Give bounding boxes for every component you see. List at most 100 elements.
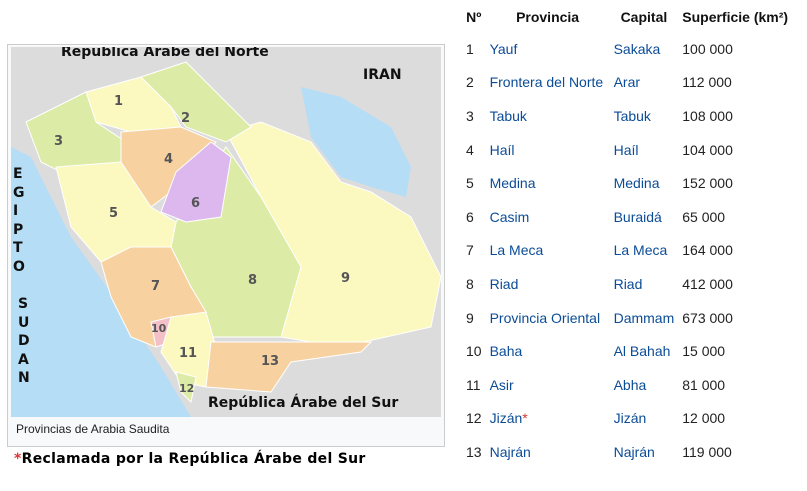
cell-area: 65 000 bbox=[682, 208, 726, 225]
cell-area: 108 000 bbox=[682, 107, 733, 124]
province-link[interactable]: Najrán bbox=[486, 435, 610, 469]
table-row: 4 Haíl Haíl 104 000 bbox=[462, 133, 792, 167]
label-9: 9 bbox=[341, 271, 350, 286]
province-link[interactable]: Asir bbox=[486, 368, 610, 402]
label-10: 10 bbox=[151, 322, 167, 335]
red-sea bbox=[11, 147, 191, 417]
header-capital: Capital bbox=[620, 9, 668, 25]
table-row: 1 Yauf Sakaka 100 000 bbox=[462, 32, 792, 66]
capital-link[interactable]: Sakaka bbox=[613, 40, 661, 57]
cell-number: 12 bbox=[466, 410, 482, 427]
province-13 bbox=[205, 341, 373, 393]
map-caption: Provincias de Arabia Saudita bbox=[16, 422, 170, 436]
province-link[interactable]: Frontera del Norte bbox=[486, 66, 610, 100]
cell-area: 112 000 bbox=[682, 74, 732, 91]
cell-number: 11 bbox=[466, 376, 481, 393]
province-name[interactable]: Frontera del Norte bbox=[489, 74, 604, 91]
cell-area: 119 000 bbox=[682, 443, 732, 460]
province-link[interactable]: Yauf bbox=[486, 32, 610, 66]
footnote-text: Reclamada por la República Árabe del Sur bbox=[21, 451, 366, 467]
table-row: 11 Asir Abha 81 000 bbox=[462, 368, 792, 402]
header-province: Provincia bbox=[516, 9, 580, 25]
table-row: 2 Frontera del Norte Arar 112 000 bbox=[462, 66, 792, 100]
label-6: 6 bbox=[191, 196, 200, 211]
footnote-star: * bbox=[14, 451, 22, 467]
province-name[interactable]: Riad bbox=[489, 275, 519, 292]
label-11: 11 bbox=[179, 346, 197, 361]
label-5: 5 bbox=[109, 206, 118, 221]
capital-link[interactable]: Jizán bbox=[613, 410, 647, 427]
capital-link[interactable]: Abha bbox=[613, 376, 647, 393]
table-row: 3 Tabuk Tabuk 108 000 bbox=[462, 99, 792, 133]
capital-link[interactable]: Tabuk bbox=[613, 107, 651, 124]
province-name[interactable]: Tabuk bbox=[489, 107, 527, 124]
label-7: 7 bbox=[151, 279, 160, 294]
province-name[interactable]: Asir bbox=[489, 376, 514, 393]
label-13: 13 bbox=[261, 354, 279, 369]
province-link[interactable]: Tabuk bbox=[486, 99, 610, 133]
label-4: 4 bbox=[164, 152, 173, 167]
capital-link[interactable]: Dammam bbox=[613, 309, 675, 326]
footnote: *Reclamada por la República Árabe del Su… bbox=[14, 451, 366, 467]
cell-number: 2 bbox=[466, 74, 474, 91]
province-link[interactable]: La Meca bbox=[486, 234, 610, 268]
label-sudan: SUDAN bbox=[18, 296, 34, 386]
capital-link[interactable]: Buraidá bbox=[613, 208, 662, 225]
cell-number: 1 bbox=[466, 40, 474, 57]
table-row: 7 La Meca La Meca 164 000 bbox=[462, 234, 792, 268]
province-12 bbox=[175, 371, 197, 404]
cell-area: 81 000 bbox=[682, 376, 726, 393]
cell-number: 4 bbox=[466, 141, 474, 158]
capital-link[interactable]: Najrán bbox=[613, 443, 655, 460]
province-link[interactable]: Haíl bbox=[486, 133, 610, 167]
province-link[interactable]: Jizán* bbox=[486, 402, 610, 436]
table-row: 6 Casim Buraidá 65 000 bbox=[462, 200, 792, 234]
table-row: 9 Provincia Oriental Dammam 673 000 bbox=[462, 301, 792, 335]
cell-number: 7 bbox=[466, 242, 474, 259]
cell-number: 5 bbox=[466, 175, 474, 192]
cell-area: 12 000 bbox=[682, 410, 726, 427]
province-name[interactable]: Jizán bbox=[489, 410, 523, 427]
provinces-table: Nº Provincia Capital Superficie (km²) 1 … bbox=[462, 2, 792, 469]
province-name[interactable]: Medina bbox=[489, 175, 536, 192]
capital-link[interactable]: Haíl bbox=[613, 141, 639, 158]
label-1: 1 bbox=[114, 94, 123, 109]
province-name[interactable]: Provincia Oriental bbox=[489, 309, 601, 326]
header-area: Superficie (km²) bbox=[682, 9, 789, 25]
province-link[interactable]: Casim bbox=[486, 200, 610, 234]
label-3: 3 bbox=[54, 134, 63, 149]
province-name[interactable]: Yauf bbox=[489, 40, 518, 57]
label-12: 12 bbox=[179, 382, 194, 395]
province-link[interactable]: Riad bbox=[486, 267, 610, 301]
province-link[interactable]: Provincia Oriental bbox=[486, 301, 610, 335]
capital-link[interactable]: La Meca bbox=[613, 242, 668, 259]
province-name[interactable]: La Meca bbox=[489, 242, 544, 259]
capital-link[interactable]: Medina bbox=[613, 175, 660, 192]
table-row: 8 Riad Riad 412 000 bbox=[462, 267, 792, 301]
capital-link[interactable]: Arar bbox=[613, 74, 641, 91]
cell-number: 13 bbox=[466, 443, 482, 460]
table-row: 5 Medina Medina 152 000 bbox=[462, 166, 792, 200]
table-row: 13 Najrán Najrán 119 000 bbox=[462, 435, 792, 469]
province-link[interactable]: Baha bbox=[486, 334, 610, 368]
label-iran: IRAN bbox=[363, 67, 402, 83]
cell-area: 412 000 bbox=[682, 275, 733, 292]
label-north: República Árabe del Norte bbox=[61, 47, 269, 60]
cell-number: 6 bbox=[466, 208, 474, 225]
cell-number: 10 bbox=[466, 343, 482, 360]
province-name[interactable]: Casim bbox=[489, 208, 530, 225]
cell-area: 104 000 bbox=[682, 141, 733, 158]
cell-area: 164 000 bbox=[682, 242, 733, 259]
cell-number: 8 bbox=[466, 275, 474, 292]
province-name[interactable]: Najrán bbox=[489, 443, 531, 460]
province-name[interactable]: Haíl bbox=[489, 141, 515, 158]
capital-link[interactable]: Riad bbox=[613, 275, 643, 292]
capital-link[interactable]: Al Bahah bbox=[613, 343, 671, 360]
province-link[interactable]: Medina bbox=[486, 166, 610, 200]
label-south: República Árabe del Sur bbox=[208, 395, 399, 411]
province-name[interactable]: Baha bbox=[489, 343, 523, 360]
province-6 bbox=[160, 141, 232, 223]
table-row: 10 Baha Al Bahah 15 000 bbox=[462, 334, 792, 368]
claim-star: * bbox=[522, 410, 528, 427]
